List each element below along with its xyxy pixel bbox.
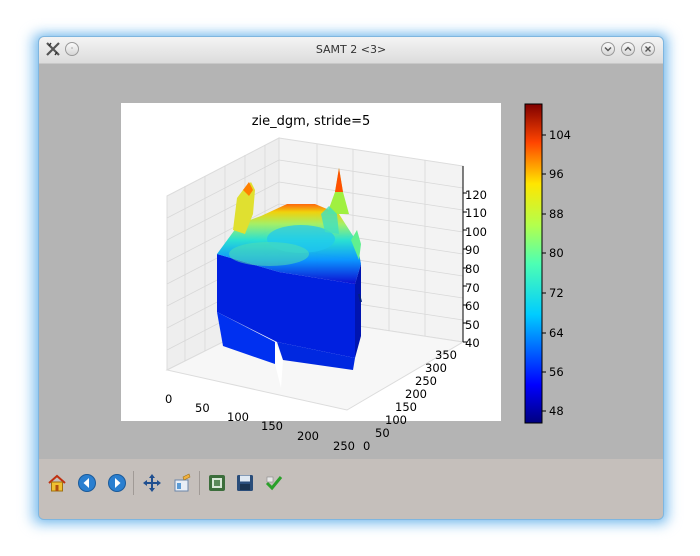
home-icon[interactable] bbox=[47, 473, 67, 493]
x-tick: 100 bbox=[227, 410, 249, 424]
right-peak-tip bbox=[335, 168, 343, 192]
x-tick: 250 bbox=[333, 439, 355, 453]
y-axis-ticks: 0 50 100 150 200 250 300 350 bbox=[363, 348, 457, 453]
z-tick: 70 bbox=[465, 281, 480, 295]
colorbar-tick: 88 bbox=[549, 207, 564, 221]
close-icon bbox=[645, 46, 651, 52]
surface-shoulder bbox=[321, 206, 339, 234]
back-icon[interactable] bbox=[77, 473, 97, 493]
colorbar-ticks: 48 56 64 72 80 88 96 104 bbox=[549, 128, 571, 418]
y-tick: 250 bbox=[415, 374, 437, 388]
figure-title: zie_dgm, stride=5 bbox=[252, 114, 371, 129]
x-axis-ticks: 0 50 100 150 200 250 bbox=[165, 392, 355, 453]
app-icon bbox=[46, 42, 60, 56]
navigation-toolbar bbox=[39, 459, 663, 519]
y-tick: 0 bbox=[363, 439, 370, 453]
colorbar bbox=[524, 103, 543, 424]
z-tick: 120 bbox=[465, 188, 487, 202]
z-tick: 110 bbox=[465, 206, 487, 220]
title-bar[interactable]: · SAMT 2 <3> bbox=[39, 37, 663, 64]
app-window: · SAMT 2 <3> bbox=[38, 36, 664, 520]
surface-ridge bbox=[229, 242, 309, 266]
colorbar-tick: 64 bbox=[549, 326, 564, 340]
minimize-button[interactable] bbox=[601, 42, 615, 56]
surface-wall-lower-right bbox=[277, 342, 355, 370]
edit-icon[interactable] bbox=[264, 473, 284, 493]
y-tick: 350 bbox=[435, 348, 457, 362]
save-icon[interactable] bbox=[235, 473, 255, 493]
y-tick: 300 bbox=[425, 361, 447, 375]
plot-canvas[interactable]: zie_dgm, stride=5 0 50 100 150 200 250 0… bbox=[39, 64, 663, 459]
colorbar-tick: 80 bbox=[549, 246, 564, 260]
x-tick: 200 bbox=[297, 429, 319, 443]
x-tick: 0 bbox=[165, 392, 172, 406]
pin-button[interactable]: · bbox=[65, 42, 79, 56]
z-axis bbox=[462, 166, 467, 343]
surface-front-wall bbox=[217, 254, 355, 358]
figure: zie_dgm, stride=5 0 50 100 150 200 250 0… bbox=[121, 103, 571, 453]
chevron-down-icon bbox=[604, 47, 612, 52]
x-tick: 50 bbox=[195, 401, 210, 415]
z-axis-ticks: 40 50 60 70 80 90 100 110 120 bbox=[465, 188, 487, 350]
surface-spike bbox=[358, 293, 362, 303]
subplots-icon[interactable] bbox=[172, 473, 192, 493]
colorbar-tick: 56 bbox=[549, 365, 564, 379]
chevron-up-icon bbox=[624, 46, 632, 51]
z-tick: 80 bbox=[465, 262, 480, 276]
z-tick: 90 bbox=[465, 243, 480, 257]
surface-plot bbox=[217, 168, 362, 388]
z-tick: 100 bbox=[465, 225, 487, 239]
y-tick: 100 bbox=[385, 413, 407, 427]
close-button[interactable] bbox=[641, 42, 655, 56]
window-title: SAMT 2 <3> bbox=[315, 43, 387, 56]
y-tick: 150 bbox=[395, 400, 417, 414]
surface-wall-lower bbox=[217, 312, 275, 364]
maximize-button[interactable] bbox=[621, 42, 635, 56]
z-tick: 60 bbox=[465, 299, 480, 313]
y-tick: 200 bbox=[405, 387, 427, 401]
configure-icon[interactable] bbox=[207, 473, 227, 493]
surface-wall-notch bbox=[275, 342, 283, 388]
toolbar-separator bbox=[133, 471, 134, 495]
toolbar-separator bbox=[199, 471, 200, 495]
surface-right-wall bbox=[355, 264, 361, 358]
y-tick: 50 bbox=[375, 426, 390, 440]
z-tick: 40 bbox=[465, 336, 480, 350]
surface-spur bbox=[351, 230, 361, 260]
colorbar-tick: 72 bbox=[549, 286, 564, 300]
colorbar-tick-marks bbox=[542, 134, 546, 412]
x-tick: 150 bbox=[261, 419, 283, 433]
colorbar-tick: 96 bbox=[549, 167, 564, 181]
forward-icon[interactable] bbox=[107, 473, 127, 493]
left-peak-tip bbox=[243, 182, 253, 196]
colorbar-tick: 48 bbox=[549, 404, 564, 418]
pan-icon[interactable] bbox=[142, 473, 162, 493]
z-tick: 50 bbox=[465, 318, 480, 332]
colorbar-tick: 104 bbox=[549, 128, 571, 142]
